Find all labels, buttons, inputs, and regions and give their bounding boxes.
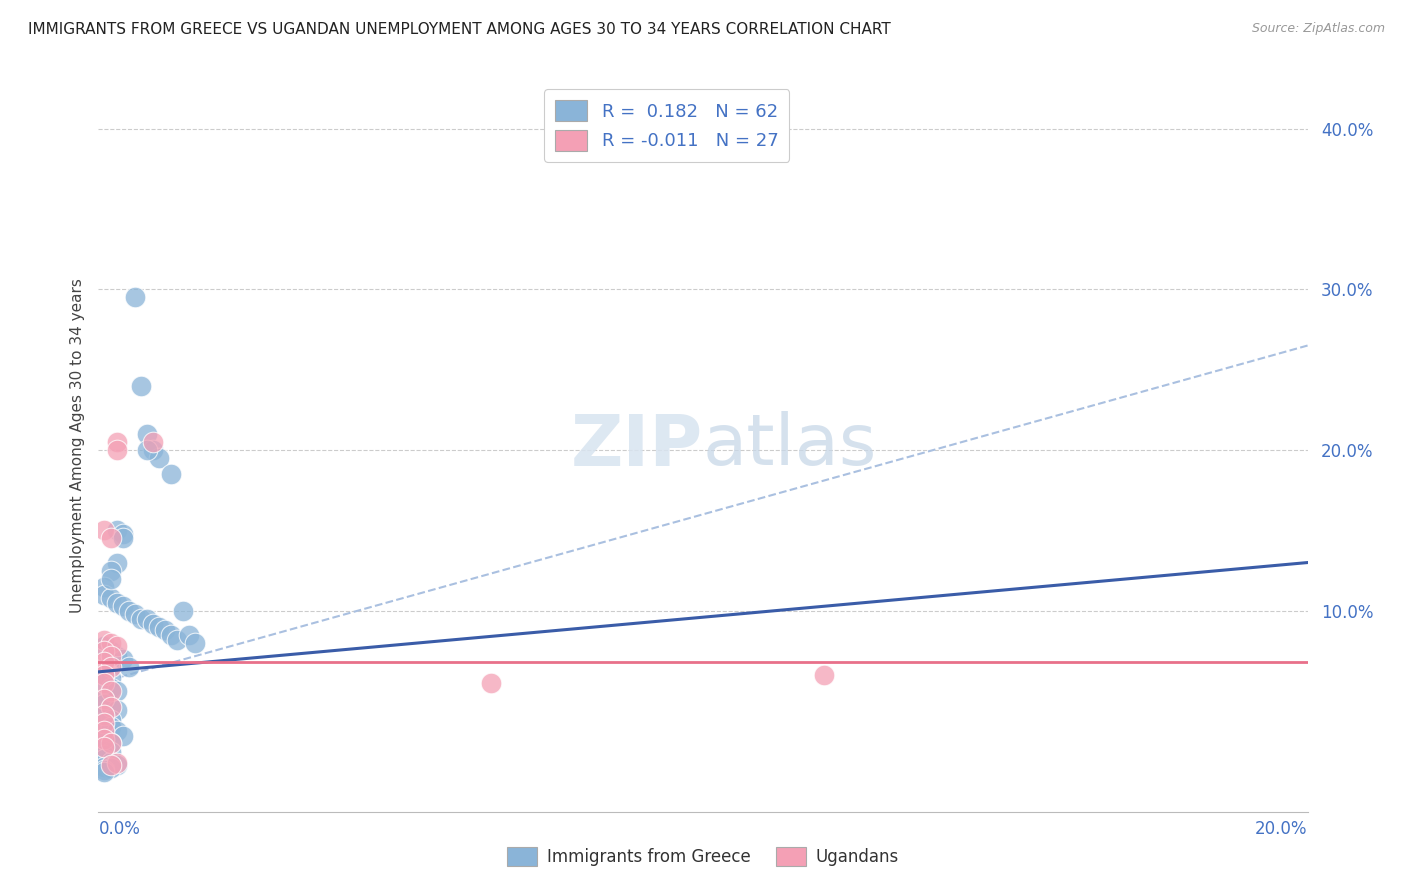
Point [105, 443, 128, 458]
Point [93, 632, 115, 647]
Point [93, 740, 115, 755]
Point [100, 681, 122, 695]
Point [813, 668, 835, 682]
Point [93, 752, 115, 766]
Point [142, 616, 165, 631]
Point [124, 607, 146, 621]
Point [135, 426, 157, 441]
Point [105, 758, 128, 772]
Point [100, 700, 122, 714]
Point [135, 612, 157, 626]
Point [93, 764, 115, 779]
Point [148, 620, 170, 634]
Point [100, 636, 122, 650]
Point [129, 612, 152, 626]
Point [100, 684, 122, 698]
Point [129, 378, 152, 392]
Point [184, 636, 207, 650]
Point [105, 434, 128, 449]
Point [100, 671, 122, 685]
Point [105, 684, 128, 698]
Text: IMMIGRANTS FROM GREECE VS UGANDAN UNEMPLOYMENT AMONG AGES 30 TO 34 YEARS CORRELA: IMMIGRANTS FROM GREECE VS UGANDAN UNEMPL… [28, 22, 891, 37]
Point [93, 732, 115, 747]
Point [93, 716, 115, 731]
Point [100, 745, 122, 759]
Point [93, 655, 115, 669]
Point [93, 763, 115, 777]
Point [93, 692, 115, 706]
Point [135, 443, 157, 458]
Point [111, 652, 134, 666]
Point [100, 761, 122, 775]
Point [124, 290, 146, 304]
Point [179, 628, 201, 642]
Point [111, 729, 134, 743]
Point [105, 724, 128, 739]
Point [105, 639, 128, 653]
Point [93, 716, 115, 731]
Point [100, 736, 122, 750]
Point [118, 660, 141, 674]
Point [160, 628, 183, 642]
Point [93, 740, 115, 755]
Text: atlas: atlas [703, 411, 877, 481]
Point [100, 644, 122, 658]
Point [93, 524, 115, 538]
Point [93, 668, 115, 682]
Text: 20.0%: 20.0% [1256, 820, 1308, 838]
Point [100, 700, 122, 714]
Point [93, 724, 115, 739]
Point [100, 755, 122, 769]
Point [93, 760, 115, 774]
Point [93, 588, 115, 602]
Point [105, 524, 128, 538]
Point [153, 623, 176, 637]
Point [142, 434, 165, 449]
Point [142, 443, 165, 458]
Point [105, 703, 128, 717]
Text: Source: ZipAtlas.com: Source: ZipAtlas.com [1251, 22, 1385, 36]
Point [100, 648, 122, 663]
Point [105, 648, 128, 663]
Point [93, 644, 115, 658]
Point [166, 632, 188, 647]
Point [100, 572, 122, 586]
Point [148, 451, 170, 466]
Point [93, 668, 115, 682]
Point [100, 758, 122, 772]
Point [105, 756, 128, 771]
Point [93, 732, 115, 747]
Point [111, 599, 134, 613]
Legend: R =  0.182   N = 62, R = -0.011   N = 27: R = 0.182 N = 62, R = -0.011 N = 27 [544, 89, 789, 161]
Text: ZIP: ZIP [571, 411, 703, 481]
Point [93, 748, 115, 763]
Point [100, 591, 122, 605]
Point [93, 639, 115, 653]
Point [100, 564, 122, 578]
Point [111, 532, 134, 546]
Point [93, 580, 115, 594]
Legend: Immigrants from Greece, Ugandans: Immigrants from Greece, Ugandans [499, 838, 907, 875]
Point [100, 713, 122, 727]
Point [93, 708, 115, 723]
Point [111, 526, 134, 541]
Point [100, 736, 122, 750]
Point [93, 676, 115, 690]
Point [93, 708, 115, 723]
Y-axis label: Unemployment Among Ages 30 to 34 years: Unemployment Among Ages 30 to 34 years [69, 278, 84, 614]
Point [93, 692, 115, 706]
Point [93, 676, 115, 690]
Point [105, 556, 128, 570]
Point [172, 604, 194, 618]
Point [100, 719, 122, 733]
Point [100, 532, 122, 546]
Point [481, 676, 503, 690]
Point [93, 697, 115, 711]
Point [118, 604, 141, 618]
Text: 0.0%: 0.0% [98, 820, 141, 838]
Point [100, 660, 122, 674]
Point [160, 467, 183, 482]
Point [105, 596, 128, 610]
